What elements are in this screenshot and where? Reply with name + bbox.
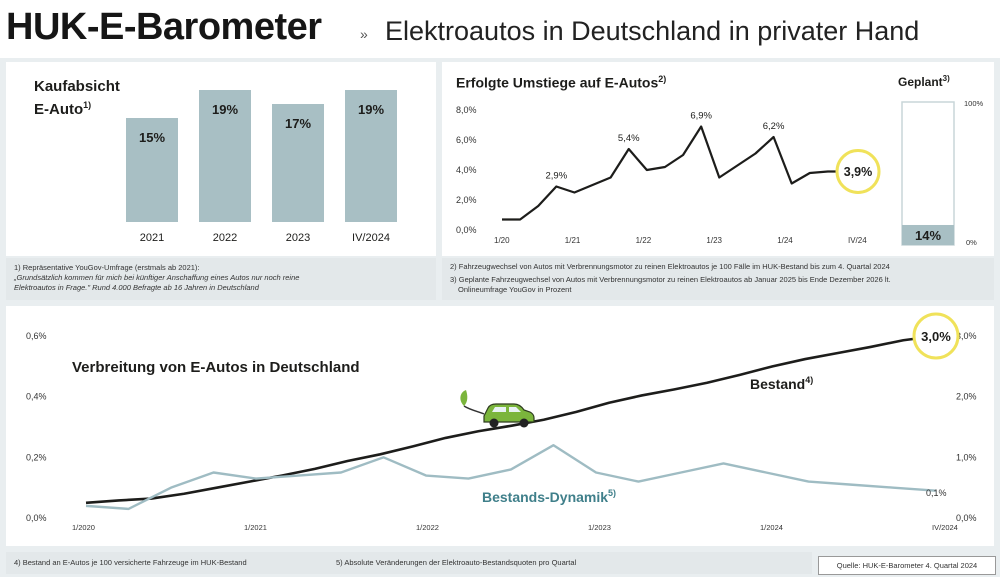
header: HUK-E-Barometer » Elektroautos in Deutsc… xyxy=(0,0,1000,58)
verbreitung-y-left-tick: 0,6% xyxy=(26,331,47,341)
footnote-4: 4) Bestand an E-Autos je 100 versicherte… xyxy=(14,558,247,567)
car-wheel-shape xyxy=(489,418,499,428)
umstiege-y-tick: 6,0% xyxy=(456,135,477,145)
kaufabsicht-value-label: 19% xyxy=(211,102,239,117)
kaufabsicht-value-label: 19% xyxy=(357,102,385,117)
geplant-title: Geplant3) xyxy=(898,74,950,89)
verbreitung-panel: 0,6% 0,4% 0,2% 0,0% 3,0% 2,0% 1,0% 0,0% 1/2020 1/… xyxy=(6,306,994,546)
footnote-1-line1: 1) Repräsentative YouGov-Umfrage (erstma… xyxy=(14,263,200,272)
umstiege-point-label: 5,4% xyxy=(618,133,640,144)
umstiege-y-tick: 0,0% xyxy=(456,225,477,235)
verbreitung-y-right-tick: 1,0% xyxy=(956,452,977,462)
kaufabsicht-title: Kaufabsicht E-Auto1) xyxy=(34,78,120,119)
umstiege-x-tick: 1/20 xyxy=(494,236,510,245)
kaufabsicht-value-label: 15% xyxy=(138,129,166,145)
umstiege-x-tick: 1/24 xyxy=(777,236,793,245)
footnote-4-5-box: 4) Bestand an E-Autos je 100 versicherte… xyxy=(6,552,812,574)
umstiege-highlight-ring xyxy=(835,149,881,194)
bestand-highlight-ring xyxy=(912,312,960,360)
verbreitung-y-left-tick: 0,0% xyxy=(26,513,47,523)
umstiege-series-line xyxy=(502,125,846,221)
umstiege-line-chart: 8,0% 6,0% 4,0% 2,0% 0,0% 1/20 1/21 1/22 1/23 1/24… xyxy=(456,105,881,245)
geplant-title-sup: 3) xyxy=(942,74,950,83)
cable-shape xyxy=(463,405,485,415)
umstiege-point-label: 6,9% xyxy=(690,111,712,122)
umstiege-title-sup: 2) xyxy=(658,74,667,84)
bestands-dynamik-series-label: Bestands-Dynamik5) xyxy=(482,488,616,505)
umstiege-y-tick: 2,0% xyxy=(456,195,477,205)
umstiege-x-tick: 1/23 xyxy=(706,236,722,245)
geplant-bar-frame xyxy=(901,101,955,246)
kaufabsicht-bar-2023 xyxy=(272,103,324,222)
car-window-shape xyxy=(492,407,521,412)
verbreitung-y-left-tick: 0,4% xyxy=(26,392,47,402)
kaufabsicht-bar-2021 xyxy=(126,117,178,222)
bestand-series-sup: 4) xyxy=(805,375,813,385)
kaufabsicht-panel: Kaufabsicht E-Auto1) 15% 2021 19% 2022 17% 20… xyxy=(6,62,436,256)
electric-car-icon xyxy=(460,390,535,428)
kaufabsicht-title-line1: Kaufabsicht xyxy=(34,78,120,95)
car-wheel-shape xyxy=(519,418,529,428)
kaufabsicht-value-label: 17% xyxy=(284,115,312,131)
verbreitung-x-tick: 1/2023 xyxy=(588,523,611,532)
kaufabsicht-bar-IV/2024 xyxy=(345,90,397,222)
umstiege-x-tick: IV/24 xyxy=(848,236,867,245)
footnote-1-line2: „Grundsätzlich kommen für mich bei künft… xyxy=(14,273,300,282)
page-subtitle: Elektroautos in Deutschland in privater … xyxy=(385,16,920,46)
kaufabsicht-title-line2: E-Auto xyxy=(34,101,84,118)
source-note: Quelle: HUK-E-Barometer 4. Quartal 2024 xyxy=(818,556,996,575)
geplant-value-label: 14% xyxy=(915,228,941,243)
footnote-3-line1: 3) Geplante Fahrzeugwechsel von Autos mi… xyxy=(450,275,891,284)
title-separator: » xyxy=(360,26,368,42)
umstiege-title-text: Erfolgte Umstiege auf E-Autos xyxy=(456,74,659,91)
verbreitung-y-right-tick: 3,0% xyxy=(956,331,977,341)
umstiege-x-tick: 1/22 xyxy=(636,236,652,245)
verbreitung-x-tick: 1/2020 xyxy=(72,523,95,532)
verbreitung-y-left-tick: 0,2% xyxy=(26,452,47,462)
umstiege-y-tick: 4,0% xyxy=(456,165,477,175)
footnote-2-3-box: 2) Fahrzeugwechsel von Autos mit Verbren… xyxy=(442,258,994,300)
verbreitung-x-tick: IV/2024 xyxy=(932,523,958,532)
verbreitung-title: Verbreitung von E-Autos in Deutschland xyxy=(72,359,360,376)
umstiege-title: Erfolgte Umstiege auf E-Autos2) xyxy=(456,74,666,91)
geplant-y-tick-top: 100% xyxy=(964,99,984,108)
verbreitung-x-tick: 1/2024 xyxy=(760,523,783,532)
verbreitung-line-chart: 0,6% 0,4% 0,2% 0,0% 3,0% 2,0% 1,0% 0,0% 1/2020 1/… xyxy=(26,312,977,532)
geplant-bar xyxy=(902,224,954,245)
verbreitung-y-right-tick: 0,0% xyxy=(956,513,977,523)
umstiege-panel: Erfolgte Umstiege auf E-Autos2) 8,0% 6,0%… xyxy=(442,62,994,256)
verbreitung-y-right-tick: 2,0% xyxy=(956,392,977,402)
footnote-5: 5) Absolute Veränderungen der Elektroaut… xyxy=(336,558,577,567)
dynamik-end-label: 0,1% xyxy=(926,488,947,498)
bestand-series-line xyxy=(85,334,937,505)
bestands-dynamik-series-line xyxy=(85,443,937,511)
verbreitung-x-tick: 1/2022 xyxy=(416,523,439,532)
kaufabsicht-category-label: IV/2024 xyxy=(352,232,390,244)
kaufabsicht-category-label: 2022 xyxy=(212,232,238,244)
footnote-1-line3: Elektroautos in Frage." Rund 4.000 Befra… xyxy=(14,283,259,292)
footnote-1-box: 1) Repräsentative YouGov-Umfrage (erstma… xyxy=(6,258,436,300)
umstiege-y-tick: 8,0% xyxy=(456,105,477,115)
leaf-shape xyxy=(460,390,468,406)
brand-title: HUK-E-Barometer xyxy=(6,6,322,48)
verbreitung-x-tick: 1/2021 xyxy=(244,523,267,532)
bestands-dynamik-series-sup: 5) xyxy=(608,488,616,498)
footnote-2: 2) Fahrzeugwechsel von Autos mit Verbren… xyxy=(450,262,890,271)
umstiege-highlight-label: 3,9% xyxy=(844,165,873,179)
geplant-y-tick-bottom: 0% xyxy=(966,238,977,247)
umstiege-point-label: 2,9% xyxy=(545,171,567,182)
geplant-bar-chart: 14% 100% 0% xyxy=(901,99,984,247)
bestand-highlight-label: 3,0% xyxy=(921,329,951,344)
kaufabsicht-category-label: 2021 xyxy=(139,232,165,244)
umstiege-x-tick: 1/21 xyxy=(565,236,581,245)
footnote-3-line2: Onlineumfrage YouGov in Prozent xyxy=(458,285,572,294)
kaufabsicht-bar-2022 xyxy=(199,90,251,222)
umstiege-point-label: 6,2% xyxy=(763,121,785,132)
geplant-title-text: Geplant xyxy=(898,75,943,89)
kaufabsicht-category-label: 2023 xyxy=(285,232,311,244)
kaufabsicht-title-sup: 1) xyxy=(83,100,92,110)
bestand-series-label: Bestand4) xyxy=(750,375,813,392)
